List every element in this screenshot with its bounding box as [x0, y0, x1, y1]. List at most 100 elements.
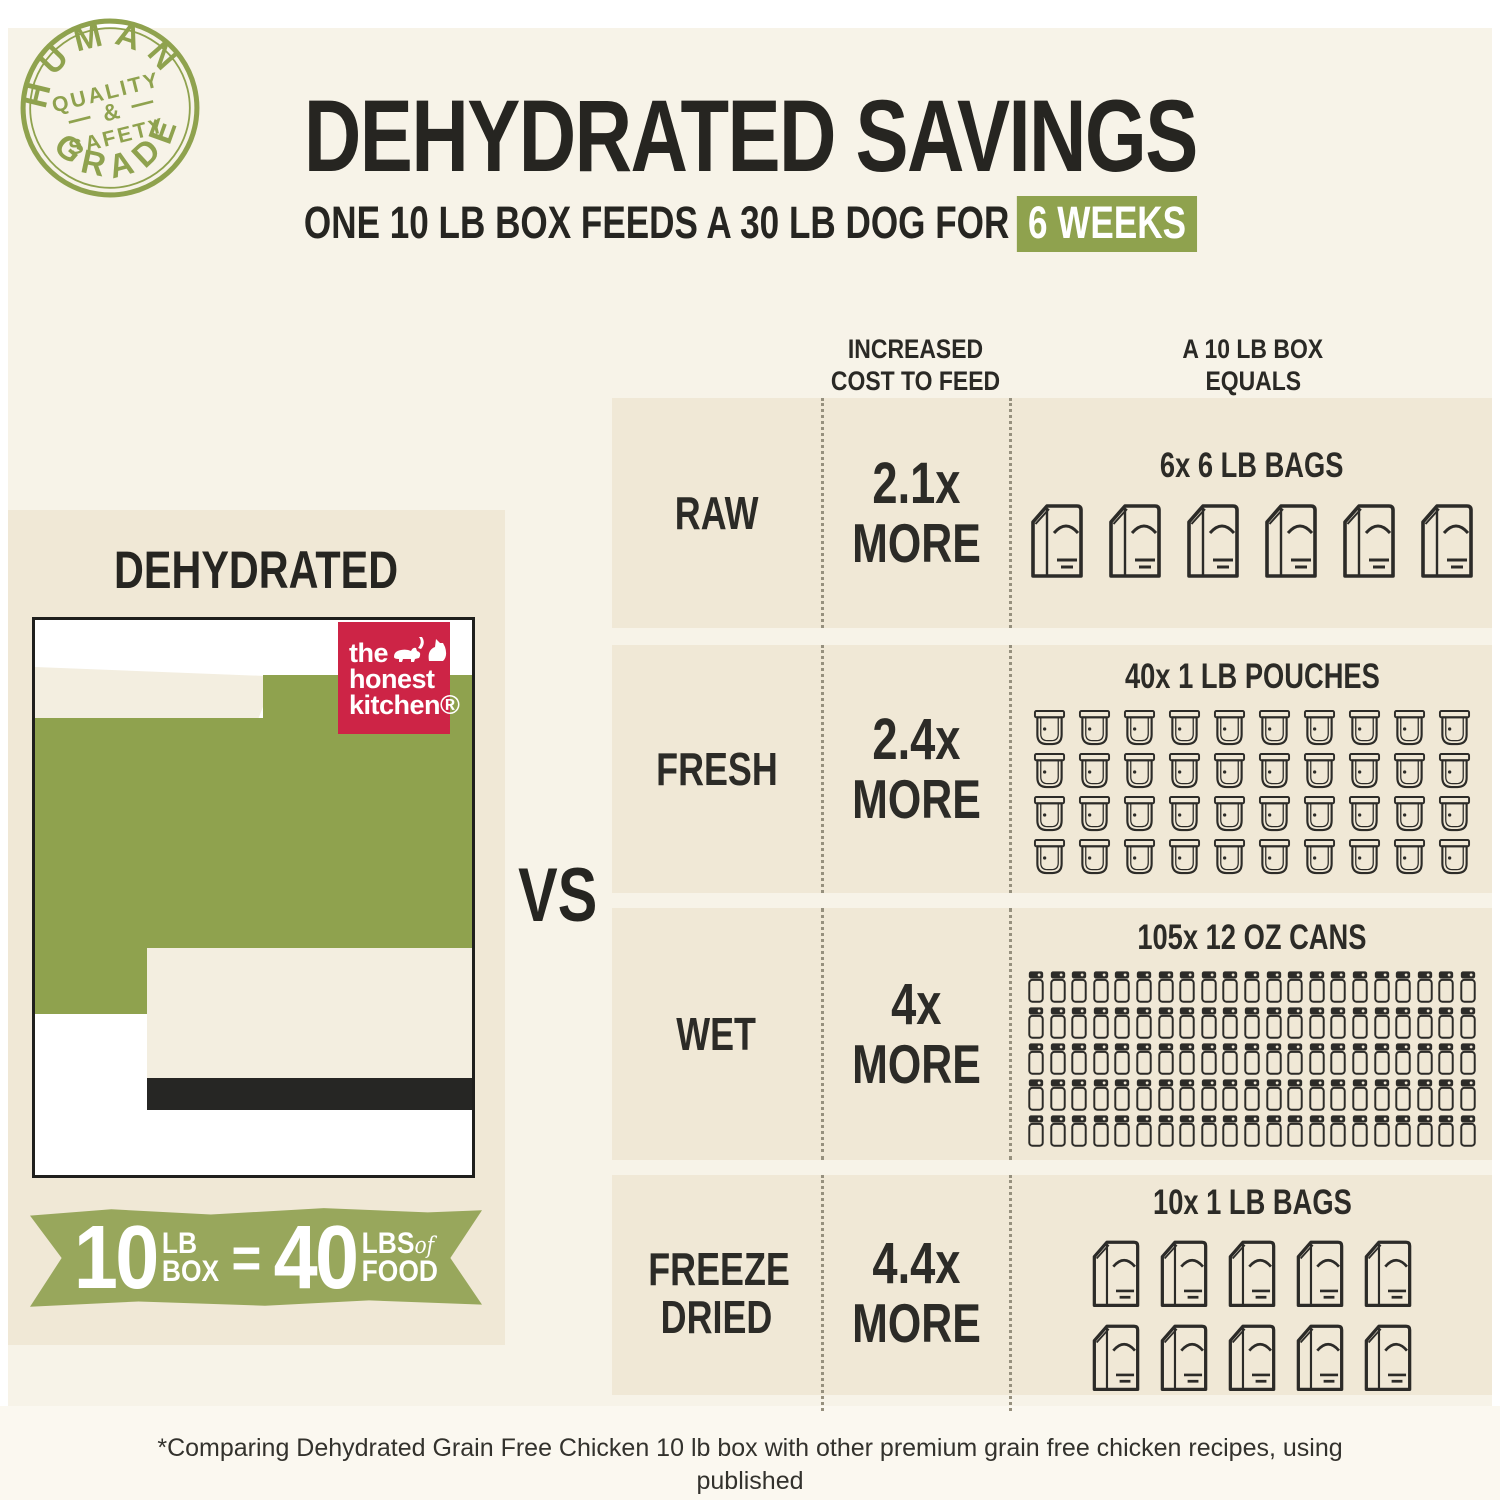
can-icon	[1113, 1042, 1131, 1076]
can-icon	[1027, 1114, 1045, 1148]
column-header-box-equals: A 10 LB BOX EQUALS	[1182, 334, 1324, 397]
pouch-icon	[1348, 752, 1381, 790]
can-icon	[1070, 1078, 1088, 1112]
subtitle-highlight: 6 WEEKS	[1016, 196, 1197, 252]
pouch-icon	[1348, 838, 1381, 876]
can-icon	[1394, 1114, 1412, 1148]
can-icon	[1092, 1078, 1110, 1112]
pouch-icon	[1213, 752, 1246, 790]
pouch-icon	[1258, 709, 1291, 747]
equivalent-label: 105x 12 OZ CANS	[1137, 918, 1367, 957]
pouch-icon	[1033, 838, 1066, 876]
can-icon	[1157, 1078, 1175, 1112]
ribbon-equals: =	[231, 1225, 262, 1291]
page-subtitle: ONE 10 LB BOX FEEDS A 30 LB DOG FOR 6 WEE…	[0, 196, 1500, 252]
row-equivalents: 10x 1 LB BAGS	[1012, 1175, 1492, 1411]
vs-label: VS	[518, 853, 598, 938]
pouch-icon	[1033, 752, 1066, 790]
can-icon	[1329, 1006, 1347, 1040]
can-icon	[1221, 970, 1239, 1004]
can-icon	[1329, 1078, 1347, 1112]
can-icon	[1437, 1078, 1455, 1112]
equivalent-label: 6x 6 LB BAGS	[1160, 446, 1344, 485]
can-icon	[1329, 970, 1347, 1004]
row-label: FREEZE DRIED	[648, 1242, 790, 1343]
pouch-icon	[1213, 795, 1246, 833]
can-icon	[1070, 970, 1088, 1004]
can-icon	[1070, 1006, 1088, 1040]
page-title: DEHYDRATED SAVINGS	[303, 79, 1198, 193]
equivalence-ribbon: 10 LB BOX = 40 LBSof FOOD	[30, 1208, 482, 1308]
ribbon-unit-lbs: LBS	[361, 1226, 415, 1260]
can-icon	[1070, 1042, 1088, 1076]
can-icon	[1092, 970, 1110, 1004]
can-icon	[1200, 1114, 1218, 1148]
pouch-icon	[1438, 709, 1471, 747]
pouch-icon	[1123, 838, 1156, 876]
subtitle-text: ONE 10 LB BOX FEEDS A 30 LB DOG FOR	[303, 197, 1009, 248]
can-icon	[1373, 1042, 1391, 1076]
bag-icon-grid	[1088, 1235, 1416, 1403]
can-icon	[1135, 1006, 1153, 1040]
pouch-icon	[1078, 709, 1111, 747]
pouch-icon	[1348, 709, 1381, 747]
can-icon	[1265, 970, 1283, 1004]
pouch-icon	[1438, 795, 1471, 833]
pouch-icon	[1123, 709, 1156, 747]
pouch-icon	[1078, 795, 1111, 833]
ribbon-unit-lb: LB	[162, 1226, 198, 1260]
can-icon	[1394, 1006, 1412, 1040]
can-icon	[1178, 1006, 1196, 1040]
can-icon	[1351, 1042, 1369, 1076]
honest-kitchen-logo: the honest kitchen®	[338, 622, 460, 734]
can-icon	[1157, 1042, 1175, 1076]
can-icon	[1351, 1078, 1369, 1112]
can-icon	[1049, 1006, 1067, 1040]
bag-icon	[1156, 1319, 1212, 1393]
pouch-icon	[1168, 709, 1201, 747]
bag-icon	[1338, 498, 1400, 580]
comparison-row-wet: WET 4x MORE 105x 12 OZ CANS	[612, 908, 1492, 1160]
can-icon	[1113, 1078, 1131, 1112]
badge-text-amp: &	[100, 97, 123, 126]
can-icon	[1394, 970, 1412, 1004]
footnote: *Comparing Dehydrated Grain Free Chicken…	[150, 1432, 1350, 1500]
bag-icon	[1360, 1235, 1416, 1309]
can-icon	[1049, 1078, 1067, 1112]
can-icon	[1178, 1042, 1196, 1076]
pouch-icon	[1303, 752, 1336, 790]
can-icon	[1416, 1078, 1434, 1112]
can-icon	[1373, 1078, 1391, 1112]
top-margin	[0, 0, 1500, 28]
can-icon	[1329, 1042, 1347, 1076]
logo-honest: honest	[349, 664, 435, 694]
can-icon	[1373, 970, 1391, 1004]
pouch-icon	[1438, 752, 1471, 790]
bag-icon	[1026, 498, 1088, 580]
ribbon-value-40: 40	[273, 1208, 359, 1308]
can-icon	[1092, 1042, 1110, 1076]
bag-icon	[1224, 1235, 1280, 1309]
equivalent-label: 10x 1 LB BAGS	[1152, 1183, 1352, 1222]
can-icon	[1221, 1078, 1239, 1112]
pouch-icon	[1213, 838, 1246, 876]
dehydrated-product-box: the honest kitchen®	[32, 617, 475, 1178]
pouch-icon	[1258, 795, 1291, 833]
can-icon	[1416, 1006, 1434, 1040]
footnote-line-1: *Comparing Dehydrated Grain Free Chicken…	[157, 1434, 1343, 1495]
can-icon	[1157, 1006, 1175, 1040]
can-icon	[1178, 1114, 1196, 1148]
can-icon	[1308, 1114, 1326, 1148]
row-label: FRESH	[655, 742, 778, 795]
ribbon-value-10: 10	[73, 1208, 159, 1308]
can-icon	[1437, 970, 1455, 1004]
bottom-margin	[0, 1406, 1500, 1500]
can-icon	[1459, 1006, 1477, 1040]
comparison-row-raw: RAW 2.1x MORE 6x 6 LB BAGS	[612, 398, 1492, 628]
can-icon	[1092, 1114, 1110, 1148]
pouch-icon	[1168, 838, 1201, 876]
equivalent-label: 40x 1 LB POUCHES	[1124, 657, 1380, 696]
can-icon	[1135, 1078, 1153, 1112]
can-icon	[1437, 1114, 1455, 1148]
row-cost: 2.1x MORE	[821, 398, 1012, 628]
